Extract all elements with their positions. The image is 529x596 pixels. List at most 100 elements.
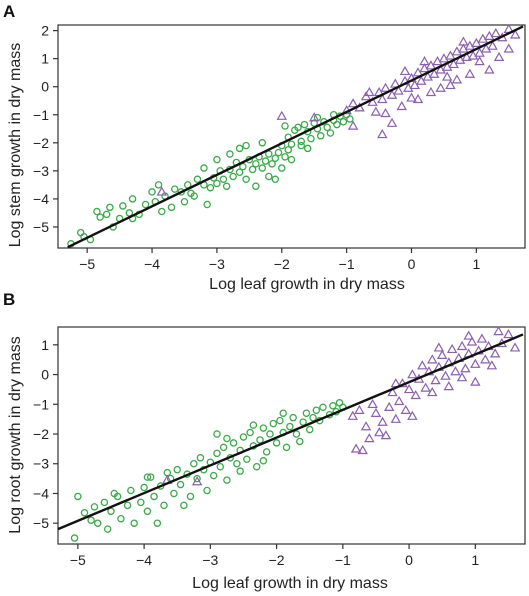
data-point <box>196 454 205 462</box>
data-point <box>380 82 391 92</box>
x-tick-label: 1 <box>471 552 479 568</box>
regression-line <box>67 25 524 249</box>
data-point <box>427 354 438 364</box>
data-point <box>271 175 280 184</box>
data-point <box>289 413 297 422</box>
data-point <box>443 381 455 391</box>
data-point <box>167 203 176 212</box>
data-point <box>268 160 276 168</box>
data-point <box>193 175 202 184</box>
data-point <box>76 228 85 237</box>
data-point <box>106 203 114 212</box>
data-point <box>219 175 228 184</box>
data-point <box>287 140 296 148</box>
data-point <box>296 437 304 446</box>
x-tick-label: −4 <box>136 552 152 568</box>
data-point <box>357 444 368 455</box>
data-point <box>206 183 215 192</box>
data-point <box>451 74 463 84</box>
data-point <box>387 386 398 397</box>
data-point <box>347 410 359 420</box>
data-point <box>435 82 446 92</box>
data-point <box>160 501 168 510</box>
data-point <box>203 486 211 495</box>
y-tick-label: −1 <box>33 396 49 412</box>
data-point <box>323 123 331 132</box>
y-tick-label: −4 <box>33 485 49 501</box>
data-point <box>333 120 341 129</box>
data-point <box>466 336 478 346</box>
data-point <box>276 416 284 425</box>
data-point <box>176 480 185 489</box>
circle-series <box>67 111 354 248</box>
data-point <box>383 401 395 412</box>
data-point <box>419 56 430 66</box>
data-point <box>307 134 315 143</box>
x-tick-label: −4 <box>144 256 160 272</box>
y-tick-label: 2 <box>41 23 49 39</box>
data-point <box>103 525 112 533</box>
data-point <box>222 182 231 191</box>
data-point <box>180 501 188 510</box>
data-point <box>377 416 388 426</box>
data-point <box>294 123 302 132</box>
data-point <box>213 179 221 188</box>
data-point <box>487 40 498 50</box>
data-point <box>303 144 312 153</box>
data-point <box>258 139 267 147</box>
data-point <box>446 343 458 354</box>
data-point <box>93 207 101 216</box>
data-point <box>209 471 218 480</box>
y-tick-label: 1 <box>41 337 49 353</box>
data-point <box>509 342 521 352</box>
data-point <box>456 340 468 351</box>
data-point <box>242 141 250 150</box>
circle-series <box>70 399 347 542</box>
data-point <box>96 213 104 221</box>
data-point <box>252 462 261 471</box>
x-tick-label: −3 <box>209 256 225 272</box>
data-point <box>266 430 274 438</box>
y-tick-label: −5 <box>33 219 49 235</box>
data-point <box>223 434 231 443</box>
data-point <box>441 71 453 81</box>
data-point <box>180 197 189 206</box>
data-point <box>407 410 418 420</box>
data-point <box>141 200 150 209</box>
data-point <box>326 129 335 137</box>
data-point <box>80 509 89 517</box>
data-point <box>309 413 317 422</box>
data-point <box>119 202 127 210</box>
data-point <box>233 459 241 468</box>
data-point <box>354 404 365 414</box>
data-point <box>464 68 476 78</box>
data-point <box>370 106 382 116</box>
data-point <box>262 448 271 456</box>
data-point <box>445 79 456 90</box>
data-point <box>410 389 421 400</box>
data-point <box>186 492 195 501</box>
x-tick-label: −5 <box>79 256 95 272</box>
data-point <box>127 486 135 495</box>
data-point <box>380 430 392 440</box>
data-point <box>329 402 337 410</box>
data-point <box>360 421 372 431</box>
data-point <box>347 120 359 130</box>
y-tick-label: −2 <box>33 135 49 151</box>
data-point <box>130 519 138 527</box>
data-point <box>203 200 211 209</box>
data-point <box>213 155 221 164</box>
data-point <box>490 28 502 38</box>
data-point <box>173 465 181 474</box>
panel-b-plot-area: −5 −4 −3 −2 −1 0 1 −5 −4 −3 −2 −1 0 1 <box>33 326 526 568</box>
data-point <box>74 492 82 501</box>
data-point <box>256 436 264 444</box>
data-point <box>265 172 273 181</box>
data-point <box>154 181 163 189</box>
data-point <box>292 430 301 438</box>
data-point <box>503 329 514 339</box>
y-tick-label: −5 <box>33 515 49 531</box>
y-tick-label: −3 <box>33 456 49 472</box>
data-point <box>281 122 289 130</box>
